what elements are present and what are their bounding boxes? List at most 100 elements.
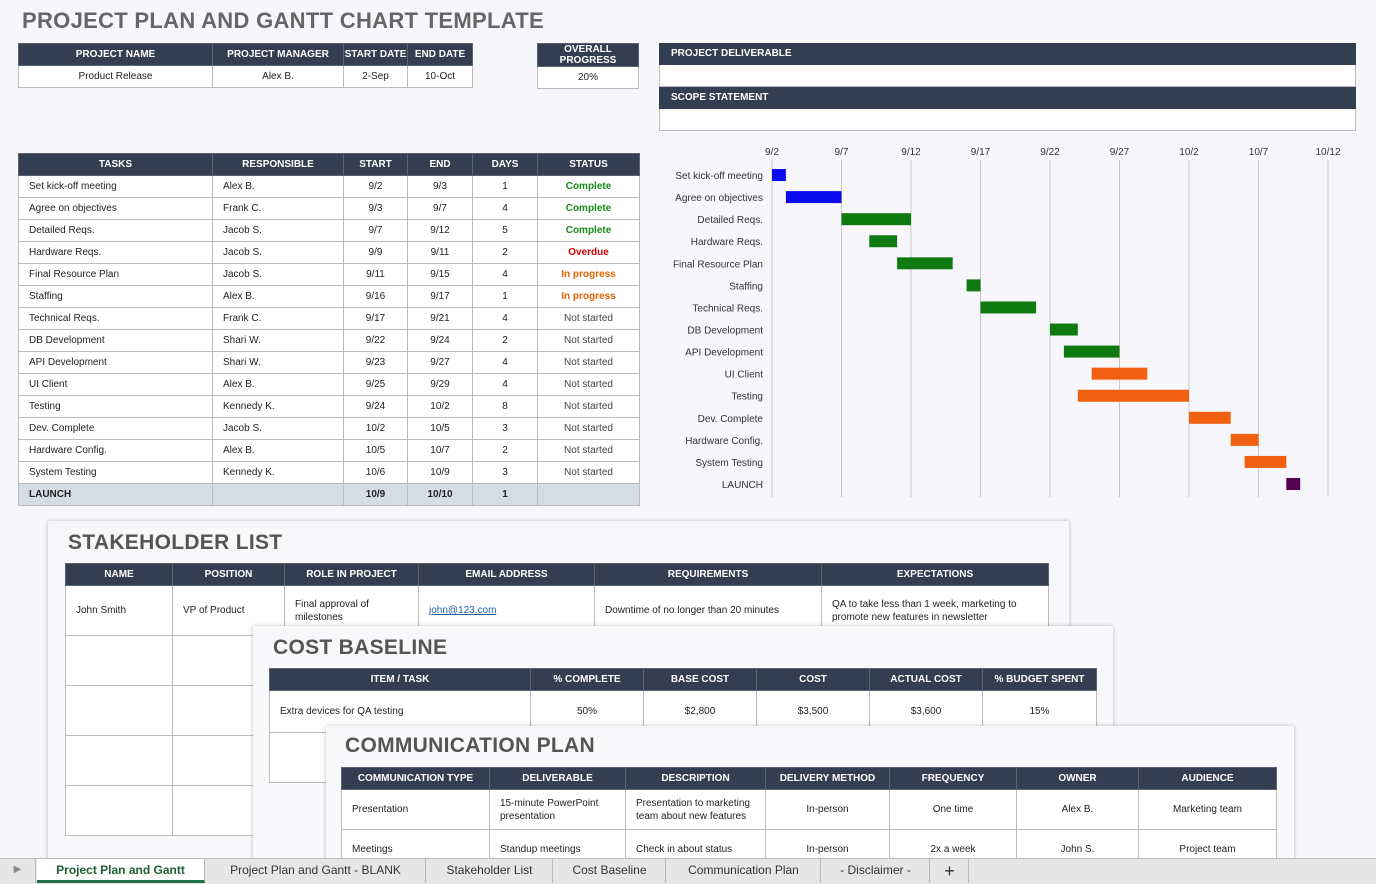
task-name-cell[interactable]: UI Client [18, 373, 213, 396]
task-days-cell[interactable]: 8 [472, 395, 538, 418]
launch-status-cell[interactable] [537, 483, 640, 506]
stakeholder-name-cell[interactable]: John Smith [65, 585, 173, 636]
add-sheet-button[interactable]: + [931, 859, 969, 883]
task-status-cell[interactable]: Complete [537, 219, 640, 242]
cost-base-cell[interactable]: $2,800 [643, 690, 757, 733]
task-end-cell[interactable]: 9/29 [407, 373, 473, 396]
task-days-cell[interactable]: 4 [472, 263, 538, 286]
comm-deliverable-cell[interactable]: 15-minute PowerPoint presentation [489, 789, 626, 830]
task-responsible-cell[interactable]: Alex B. [212, 175, 344, 198]
project-manager-cell[interactable]: Alex B. [212, 65, 344, 88]
task-status-cell[interactable]: Complete [537, 175, 640, 198]
task-start-cell[interactable]: 9/17 [343, 307, 408, 330]
tab-cost-baseline[interactable]: Cost Baseline [554, 859, 666, 883]
task-responsible-cell[interactable]: Alex B. [212, 373, 344, 396]
gantt-bar[interactable] [966, 279, 981, 292]
task-end-cell[interactable]: 9/12 [407, 219, 473, 242]
tab-disclaimer[interactable]: - Disclaimer - [822, 859, 930, 883]
task-days-cell[interactable]: 4 [472, 373, 538, 396]
gantt-bar[interactable] [785, 191, 842, 204]
gantt-bar[interactable] [1189, 411, 1231, 424]
comm-audience-cell[interactable]: Marketing team [1138, 789, 1277, 830]
cost-item-cell[interactable]: Extra devices for QA testing [269, 690, 531, 733]
task-start-cell[interactable]: 9/25 [343, 373, 408, 396]
tab-stakeholder-list[interactable]: Stakeholder List [427, 859, 553, 883]
task-status-cell[interactable]: In progress [537, 263, 640, 286]
task-start-cell[interactable]: 9/22 [343, 329, 408, 352]
comm-description-cell[interactable]: Presentation to marketing team about new… [625, 789, 766, 830]
task-status-cell[interactable]: Not started [537, 373, 640, 396]
task-start-cell[interactable]: 9/7 [343, 219, 408, 242]
task-end-cell[interactable]: 9/7 [407, 197, 473, 220]
gantt-bar[interactable] [1077, 389, 1189, 402]
task-status-cell[interactable]: Not started [537, 307, 640, 330]
task-end-cell[interactable]: 9/11 [407, 241, 473, 264]
cost-budget-cell[interactable]: 15% [982, 690, 1097, 733]
comm-frequency-cell[interactable]: One time [889, 789, 1017, 830]
gantt-bar[interactable] [772, 169, 786, 182]
tab-project-plan-and-gantt-blank[interactable]: Project Plan and Gantt - BLANK [206, 859, 426, 883]
tab-project-plan-and-gantt[interactable]: Project Plan and Gantt [37, 859, 205, 883]
launch-resp-cell[interactable] [212, 483, 344, 506]
scope-statement-cell[interactable] [659, 109, 1356, 131]
comm-type-cell[interactable]: Presentation [341, 789, 490, 830]
task-end-cell[interactable]: 9/21 [407, 307, 473, 330]
task-days-cell[interactable]: 4 [472, 197, 538, 220]
task-start-cell[interactable]: 9/3 [343, 197, 408, 220]
gantt-bar[interactable] [869, 235, 898, 248]
task-name-cell[interactable]: Final Resource Plan [18, 263, 213, 286]
start-date-cell[interactable]: 2-Sep [343, 65, 408, 88]
task-end-cell[interactable]: 9/15 [407, 263, 473, 286]
task-responsible-cell[interactable]: Kennedy K. [212, 461, 344, 484]
task-name-cell[interactable]: Hardware Config. [18, 439, 213, 462]
task-end-cell[interactable]: 10/2 [407, 395, 473, 418]
task-start-cell[interactable]: 9/24 [343, 395, 408, 418]
task-name-cell[interactable]: Dev. Complete [18, 417, 213, 440]
task-name-cell[interactable]: Set kick-off meeting [18, 175, 213, 198]
end-date-cell[interactable]: 10-Oct [407, 65, 473, 88]
task-end-cell[interactable]: 10/9 [407, 461, 473, 484]
task-days-cell[interactable]: 2 [472, 241, 538, 264]
scroll-tabs-left-icon[interactable]: ▶ [0, 859, 36, 883]
task-start-cell[interactable]: 9/11 [343, 263, 408, 286]
task-status-cell[interactable]: Overdue [537, 241, 640, 264]
task-responsible-cell[interactable]: Kennedy K. [212, 395, 344, 418]
gantt-bar[interactable] [1050, 323, 1078, 336]
gantt-bar[interactable] [897, 257, 953, 270]
gantt-bar[interactable] [1063, 345, 1120, 358]
launch-task-cell[interactable]: LAUNCH [18, 483, 213, 506]
task-days-cell[interactable]: 3 [472, 461, 538, 484]
email-link[interactable]: john@123.com [429, 605, 497, 616]
task-days-cell[interactable]: 2 [472, 439, 538, 462]
task-status-cell[interactable]: In progress [537, 285, 640, 308]
gantt-bar[interactable] [1286, 478, 1301, 491]
task-responsible-cell[interactable]: Jacob S. [212, 263, 344, 286]
task-status-cell[interactable]: Not started [537, 461, 640, 484]
launch-end-cell[interactable]: 10/10 [407, 483, 473, 506]
task-days-cell[interactable]: 2 [472, 329, 538, 352]
gantt-bar[interactable] [1230, 433, 1259, 446]
task-status-cell[interactable]: Not started [537, 329, 640, 352]
task-end-cell[interactable]: 10/5 [407, 417, 473, 440]
task-status-cell[interactable]: Not started [537, 439, 640, 462]
gantt-bar[interactable] [1244, 455, 1287, 468]
gantt-bar[interactable] [841, 213, 912, 226]
launch-days-cell[interactable]: 1 [472, 483, 538, 506]
task-start-cell[interactable]: 9/9 [343, 241, 408, 264]
task-end-cell[interactable]: 9/27 [407, 351, 473, 374]
project-deliverable-cell[interactable] [659, 65, 1356, 87]
cost-percent-cell[interactable]: 50% [530, 690, 644, 733]
task-days-cell[interactable]: 4 [472, 351, 538, 374]
task-days-cell[interactable]: 3 [472, 417, 538, 440]
task-name-cell[interactable]: Technical Reqs. [18, 307, 213, 330]
task-end-cell[interactable]: 9/24 [407, 329, 473, 352]
project-name-cell[interactable]: Product Release [18, 65, 213, 88]
task-name-cell[interactable]: Agree on objectives [18, 197, 213, 220]
task-responsible-cell[interactable]: Jacob S. [212, 241, 344, 264]
comm-owner-cell[interactable]: Alex B. [1016, 789, 1139, 830]
task-status-cell[interactable]: Not started [537, 395, 640, 418]
cost-actual-cell[interactable]: $3,600 [869, 690, 983, 733]
tab-communication-plan[interactable]: Communication Plan [667, 859, 821, 883]
task-start-cell[interactable]: 9/23 [343, 351, 408, 374]
gantt-bar[interactable] [1091, 367, 1148, 380]
